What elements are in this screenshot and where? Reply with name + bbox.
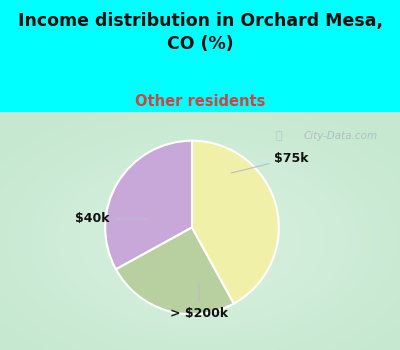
Wedge shape <box>192 141 279 303</box>
Wedge shape <box>105 141 192 269</box>
Text: City-Data.com: City-Data.com <box>304 131 378 141</box>
Text: Ⓠ: Ⓠ <box>276 131 283 141</box>
Text: Income distribution in Orchard Mesa,
CO (%): Income distribution in Orchard Mesa, CO … <box>18 12 382 53</box>
Text: $40k: $40k <box>75 212 148 225</box>
Text: $75k: $75k <box>231 152 309 173</box>
Wedge shape <box>116 228 234 314</box>
Text: Other residents: Other residents <box>135 94 265 109</box>
Text: > $200k: > $200k <box>170 284 228 320</box>
